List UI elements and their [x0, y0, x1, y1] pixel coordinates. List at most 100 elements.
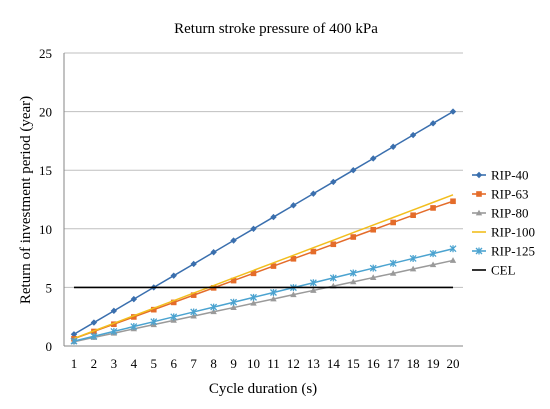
data-point: [130, 323, 138, 331]
data-point: [429, 261, 437, 268]
data-point: [270, 295, 277, 302]
legend-label: RIP-125: [491, 244, 535, 259]
data-point: [429, 120, 437, 127]
series-line: [73, 194, 454, 340]
y-tick-label: 5: [46, 280, 53, 295]
x-tick-label: 15: [347, 356, 360, 371]
legend-item-rip-100: RIP-100: [472, 225, 535, 240]
data-point: [330, 178, 337, 186]
data-point: [290, 291, 297, 298]
data-point: [110, 327, 118, 335]
x-tick-labels: 1 2 3 4 5 6 7 8 9 10 11 12 13 14 15 16 17 18 19 20: [71, 356, 460, 371]
data-point: [170, 299, 177, 306]
legend-label: RIP-40: [491, 168, 529, 183]
y-tick-labels: 0 5 10 15 20 25: [39, 46, 52, 354]
legend-item-rip-40: RIP-40: [472, 168, 529, 183]
legend-item-rip-125: RIP-125: [472, 244, 535, 259]
x-tick-label: 4: [131, 356, 138, 371]
data-point: [429, 250, 437, 258]
data-point: [290, 256, 297, 262]
series-line: [73, 247, 454, 342]
data-point: [450, 198, 456, 205]
data-point: [210, 249, 217, 256]
data-point: [390, 219, 396, 226]
data-point: [230, 277, 237, 284]
x-tick-label: 2: [91, 356, 98, 371]
x-tick-label: 12: [287, 356, 300, 371]
data-point: [150, 318, 158, 326]
x-tick-label: 11: [267, 356, 280, 371]
series-rip-100: [73, 194, 454, 340]
data-point: [310, 190, 317, 197]
data-point: [170, 313, 178, 321]
data-point: [409, 254, 417, 262]
x-tick-label: 14: [327, 356, 341, 371]
data-point: [270, 288, 277, 296]
series-layer: [70, 108, 457, 345]
data-point: [370, 155, 377, 162]
data-point: [310, 248, 317, 255]
data-point: [250, 270, 257, 277]
data-point: [230, 298, 238, 306]
data-point: [370, 274, 377, 280]
x-tick-label: 13: [307, 356, 320, 371]
data-point: [476, 191, 482, 197]
legend-label: CEL: [491, 263, 516, 278]
data-point: [449, 108, 457, 115]
x-tick-label: 6: [170, 356, 177, 371]
y-tick-label: 25: [39, 46, 52, 61]
legend-label: RIP-63: [491, 187, 529, 202]
y-tick-label: 10: [39, 222, 52, 237]
x-tick-label: 17: [387, 356, 401, 371]
data-point: [230, 304, 237, 310]
series-line: [73, 259, 454, 343]
data-point: [230, 237, 237, 244]
data-point: [350, 167, 357, 174]
legend-label: RIP-100: [491, 225, 535, 240]
data-point: [430, 205, 436, 211]
data-point: [150, 306, 157, 313]
data-point: [70, 331, 78, 338]
data-point: [449, 245, 457, 253]
data-point: [210, 308, 217, 315]
legend-item-rip-80: RIP-80: [472, 206, 529, 221]
data-point: [475, 209, 483, 216]
x-tick-label: 9: [230, 356, 237, 371]
series-rip-125: [70, 245, 457, 345]
data-point: [250, 293, 257, 301]
data-point: [475, 247, 483, 255]
x-tick-label: 8: [210, 356, 217, 371]
data-point: [190, 260, 197, 268]
data-point: [370, 226, 377, 233]
data-point: [111, 321, 117, 328]
data-point: [250, 225, 257, 232]
data-point: [70, 337, 78, 345]
data-point: [389, 270, 397, 276]
y-axis-label: Return of investment period (year): [18, 96, 34, 304]
data-point: [131, 314, 137, 320]
series-line: [73, 200, 454, 340]
x-tick-label: 16: [367, 356, 381, 371]
x-tick-label: 3: [111, 356, 118, 371]
data-point: [369, 264, 377, 272]
x-tick-label: 20: [447, 356, 460, 371]
data-point: [190, 292, 197, 298]
data-point: [190, 308, 198, 316]
chart-title: Return stroke pressure of 400 kPa: [174, 21, 378, 37]
data-point: [409, 265, 417, 272]
x-tick-label: 1: [71, 356, 78, 371]
data-point: [475, 171, 483, 179]
data-point: [130, 295, 138, 303]
legend-item-rip-63: RIP-63: [472, 187, 529, 202]
data-point: [90, 319, 98, 326]
x-tick-label: 7: [190, 356, 197, 371]
x-tick-label: 19: [427, 356, 440, 371]
legend-label: RIP-80: [491, 206, 529, 221]
x-tick-label: 5: [151, 356, 158, 371]
data-point: [410, 212, 416, 219]
data-point: [309, 279, 317, 287]
data-point: [409, 131, 417, 139]
data-point: [270, 213, 277, 221]
series-rip-40: [70, 108, 457, 338]
